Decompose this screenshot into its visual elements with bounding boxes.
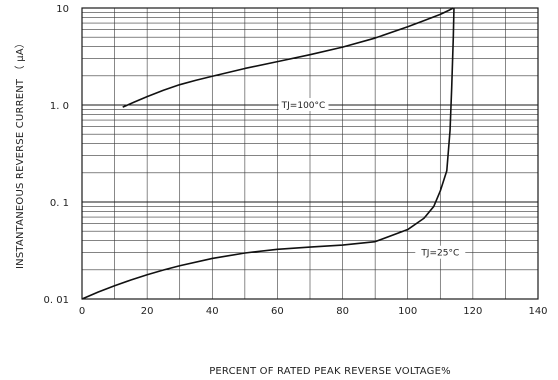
x-tick-label: 20 xyxy=(141,306,154,317)
y-tick-label: 10 xyxy=(56,4,69,15)
x-tick-label: 80 xyxy=(336,306,349,317)
series-labels: TJ=100°C TJ=25°C xyxy=(278,98,466,259)
x-tick-label: 0 xyxy=(79,306,85,317)
y-tick-labels: 0. 01 0. 1 1. 0 10 xyxy=(44,4,69,306)
x-tick-label: 60 xyxy=(271,306,284,317)
plot-frame xyxy=(81,7,539,300)
y-tick-label: 0. 1 xyxy=(50,198,69,209)
x-tick-label: 40 xyxy=(206,306,219,317)
series-line-1 xyxy=(122,7,454,108)
y-tick-label: 1. 0 xyxy=(50,101,69,112)
series-label: TJ=100°C xyxy=(281,101,326,111)
series-label-bg xyxy=(415,245,466,259)
curves xyxy=(81,7,455,300)
series-label-bg xyxy=(278,98,329,111)
y-axis-title: INSTANTANEOUS REVERSE CURRENT （ µA） xyxy=(14,38,26,269)
series-line-2 xyxy=(81,7,455,300)
x-axis-title: PERCENT OF RATED PEAK REVERSE VOLTAGE% xyxy=(209,366,451,377)
x-tick-labels: 0 20 40 60 80 100 120 140 xyxy=(79,306,548,317)
x-tick-label: 100 xyxy=(398,306,417,317)
x-tick-label: 120 xyxy=(463,306,482,317)
y-tick-label: 0. 01 xyxy=(44,295,69,306)
series-label: TJ=25°C xyxy=(420,249,459,259)
x-tick-label: 140 xyxy=(528,306,547,317)
grid xyxy=(81,7,539,300)
